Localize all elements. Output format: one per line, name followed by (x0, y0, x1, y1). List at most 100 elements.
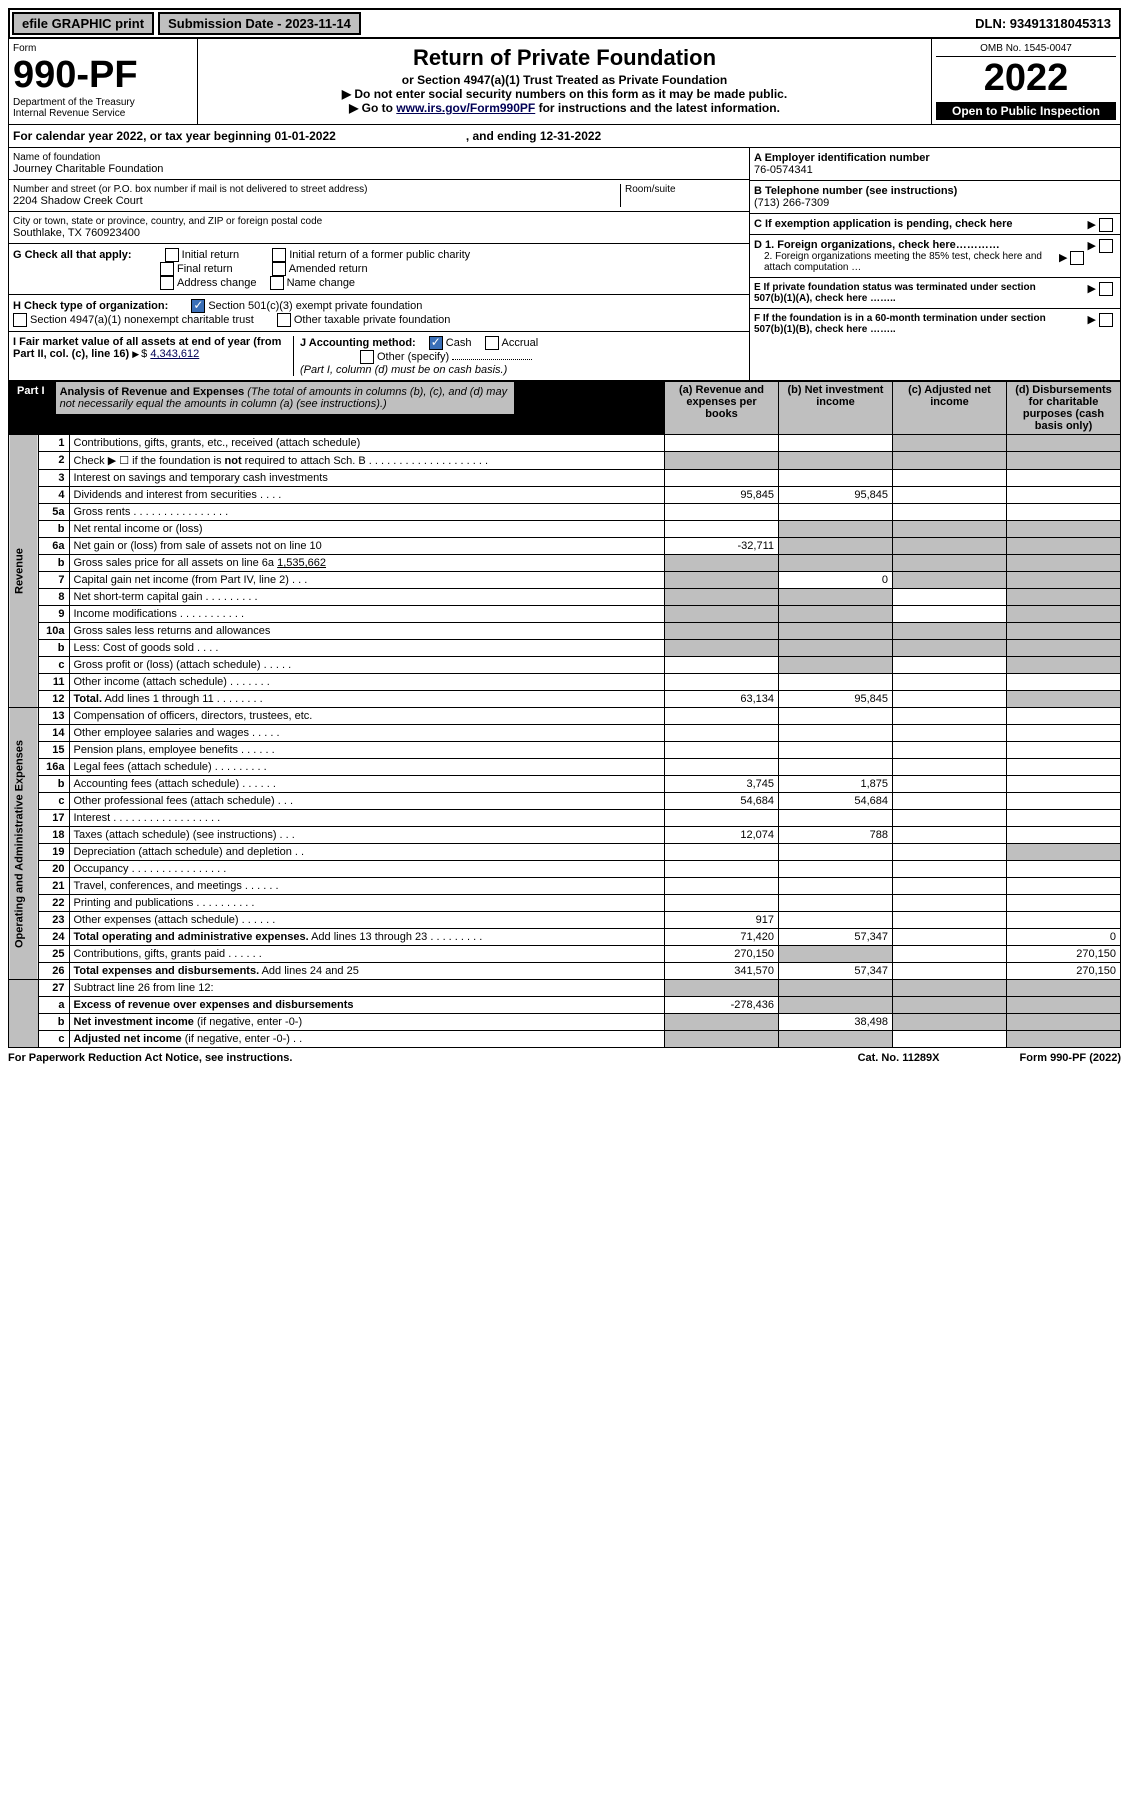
line-number: 7 (38, 572, 69, 589)
name-label: Name of foundation (13, 152, 745, 163)
table-cell: 341,570 (665, 963, 779, 980)
table-cell (779, 861, 893, 878)
line-text: Capital gain net income (from Part IV, l… (69, 572, 665, 589)
501c3-checkbox[interactable] (191, 299, 205, 313)
initial-return-checkbox[interactable] (165, 248, 179, 262)
table-cell: 57,347 (779, 963, 893, 980)
table-cell: 788 (779, 827, 893, 844)
accrual-checkbox[interactable] (485, 336, 499, 350)
table-cell (779, 946, 893, 963)
other-method-checkbox[interactable] (360, 350, 374, 364)
table-cell (779, 725, 893, 742)
table-cell (665, 810, 779, 827)
line-text: Accounting fees (attach schedule) . . . … (69, 776, 665, 793)
table-cell (779, 452, 893, 470)
line-number: 27 (38, 980, 69, 997)
d1-checkbox[interactable] (1099, 239, 1113, 253)
b-label: B Telephone number (see instructions) (754, 185, 957, 197)
i-label: I Fair market value of all assets at end… (13, 336, 281, 360)
calendar-year-bar: For calendar year 2022, or tax year begi… (8, 125, 1121, 148)
d2-label: 2. Foreign organizations meeting the 85%… (764, 251, 1044, 273)
table-cell (1007, 538, 1121, 555)
e-checkbox[interactable] (1099, 282, 1113, 296)
table-cell (893, 810, 1007, 827)
line-number: 15 (38, 742, 69, 759)
table-cell (893, 657, 1007, 674)
table-cell: 63,134 (665, 691, 779, 708)
table-row: 5aGross rents . . . . . . . . . . . . . … (9, 504, 1121, 521)
initial-former-checkbox[interactable] (272, 248, 286, 262)
name-change-checkbox[interactable] (270, 276, 284, 290)
table-cell: 95,845 (665, 487, 779, 504)
table-cell (779, 538, 893, 555)
line-number: 6a (38, 538, 69, 555)
omb-label: OMB No. 1545-0047 (936, 43, 1116, 57)
table-cell (1007, 435, 1121, 452)
table-row: bAccounting fees (attach schedule) . . .… (9, 776, 1121, 793)
line-number: b (38, 521, 69, 538)
table-cell (779, 980, 893, 997)
table-cell (779, 742, 893, 759)
efile-print-button[interactable]: efile GRAPHIC print (12, 12, 154, 35)
f-checkbox[interactable] (1099, 313, 1113, 327)
c-checkbox[interactable] (1099, 218, 1113, 232)
tax-year: 2022 (936, 57, 1116, 100)
line-text: Contributions, gifts, grants, etc., rece… (69, 435, 665, 452)
table-row: 9Income modifications . . . . . . . . . … (9, 606, 1121, 623)
table-cell (1007, 878, 1121, 895)
table-cell (665, 674, 779, 691)
table-row: bGross sales price for all assets on lin… (9, 555, 1121, 572)
4947-checkbox[interactable] (13, 313, 27, 327)
line-text: Gross rents . . . . . . . . . . . . . . … (69, 504, 665, 521)
table-cell: 54,684 (779, 793, 893, 810)
table-cell (1007, 487, 1121, 504)
table-cell (1007, 810, 1121, 827)
table-cell (779, 895, 893, 912)
final-return-checkbox[interactable] (160, 262, 174, 276)
address-change-checkbox[interactable] (160, 276, 174, 290)
other-taxable-checkbox[interactable] (277, 313, 291, 327)
table-cell (1007, 759, 1121, 776)
table-cell (1007, 793, 1121, 810)
table-cell (665, 657, 779, 674)
line-number: 21 (38, 878, 69, 895)
table-cell (893, 504, 1007, 521)
table-cell: 917 (665, 912, 779, 929)
amended-return-checkbox[interactable] (272, 262, 286, 276)
line-text: Interest . . . . . . . . . . . . . . . .… (69, 810, 665, 827)
table-cell (665, 844, 779, 861)
table-cell (893, 521, 1007, 538)
table-cell (665, 742, 779, 759)
table-cell (1007, 572, 1121, 589)
table-cell (1007, 742, 1121, 759)
line-text: Subtract line 26 from line 12: (69, 980, 665, 997)
table-cell (1007, 657, 1121, 674)
table-cell (1007, 674, 1121, 691)
fmv-value[interactable]: 4,343,612 (150, 348, 199, 360)
table-row: 14Other employee salaries and wages . . … (9, 725, 1121, 742)
table-cell (1007, 861, 1121, 878)
d2-checkbox[interactable] (1070, 251, 1084, 265)
line-text: Interest on savings and temporary cash i… (69, 470, 665, 487)
line-number: 24 (38, 929, 69, 946)
table-cell (665, 878, 779, 895)
table-row: 11Other income (attach schedule) . . . .… (9, 674, 1121, 691)
table-cell (893, 929, 1007, 946)
page-footer: For Paperwork Reduction Act Notice, see … (8, 1048, 1121, 1064)
line-number: 11 (38, 674, 69, 691)
table-cell (1007, 504, 1121, 521)
line-number: a (38, 997, 69, 1014)
col-b: (b) Net investment income (779, 382, 893, 435)
open-inspection: Open to Public Inspection (936, 102, 1116, 120)
table-cell: 3,745 (665, 776, 779, 793)
irs-link[interactable]: www.irs.gov/Form990PF (396, 101, 535, 115)
table-cell (893, 674, 1007, 691)
cash-checkbox[interactable] (429, 336, 443, 350)
table-cell (1007, 452, 1121, 470)
line-number: 16a (38, 759, 69, 776)
line-text: Taxes (attach schedule) (see instruction… (69, 827, 665, 844)
table-cell: 270,150 (1007, 946, 1121, 963)
table-cell (1007, 980, 1121, 997)
line-text: Pension plans, employee benefits . . . .… (69, 742, 665, 759)
table-cell (779, 640, 893, 657)
